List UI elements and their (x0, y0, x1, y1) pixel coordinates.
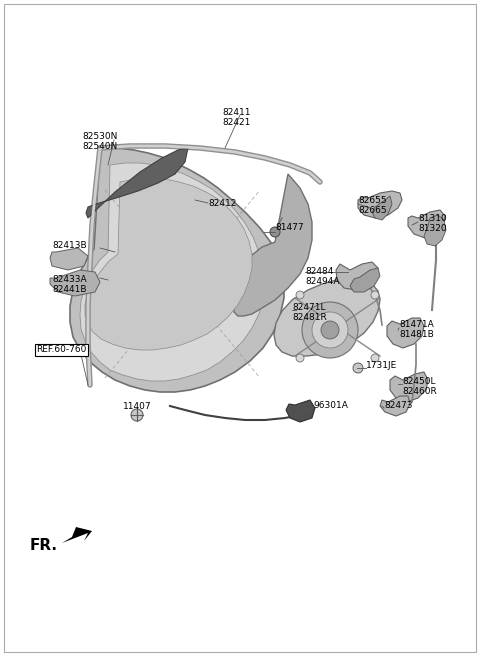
Polygon shape (372, 196, 392, 220)
Circle shape (296, 291, 304, 299)
Text: 82473: 82473 (384, 401, 412, 409)
Polygon shape (85, 178, 252, 350)
Circle shape (270, 227, 280, 237)
Text: 82411
82421: 82411 82421 (222, 108, 251, 127)
Polygon shape (62, 527, 92, 543)
Polygon shape (86, 148, 188, 218)
Polygon shape (286, 400, 315, 422)
Polygon shape (274, 279, 380, 356)
Text: 96301A: 96301A (313, 401, 348, 409)
Circle shape (296, 354, 304, 362)
Text: 82484
82494A: 82484 82494A (305, 267, 339, 287)
Text: 11407: 11407 (123, 402, 151, 411)
Text: 81310
81320: 81310 81320 (418, 214, 447, 234)
Polygon shape (424, 215, 446, 246)
Circle shape (131, 409, 143, 421)
Polygon shape (408, 210, 445, 238)
Text: 82412: 82412 (208, 199, 236, 207)
Polygon shape (50, 270, 100, 296)
Text: FR.: FR. (30, 537, 58, 552)
Circle shape (371, 291, 379, 299)
Text: 82450L
82460R: 82450L 82460R (402, 377, 437, 396)
Text: 81471A
81481B: 81471A 81481B (399, 320, 434, 339)
Polygon shape (390, 372, 428, 402)
Circle shape (321, 321, 339, 339)
Text: 1731JE: 1731JE (366, 361, 397, 369)
Circle shape (312, 312, 348, 348)
Polygon shape (380, 396, 410, 416)
Polygon shape (387, 318, 424, 348)
Polygon shape (336, 262, 378, 290)
Text: 82471L
82481R: 82471L 82481R (292, 303, 327, 322)
Circle shape (302, 302, 358, 358)
Text: 81477: 81477 (275, 224, 304, 232)
Text: REF.60-760: REF.60-760 (36, 346, 86, 354)
Circle shape (371, 354, 379, 362)
Polygon shape (358, 191, 402, 218)
Polygon shape (70, 148, 284, 392)
Circle shape (353, 363, 363, 373)
Text: 82530N
82540N: 82530N 82540N (82, 132, 118, 152)
Polygon shape (80, 163, 264, 381)
Polygon shape (350, 268, 380, 292)
Text: 82413B: 82413B (52, 241, 86, 249)
Text: 82433A
82441B: 82433A 82441B (52, 275, 86, 295)
Polygon shape (50, 248, 88, 270)
Polygon shape (234, 174, 312, 316)
Text: 82655
82665: 82655 82665 (358, 196, 386, 215)
